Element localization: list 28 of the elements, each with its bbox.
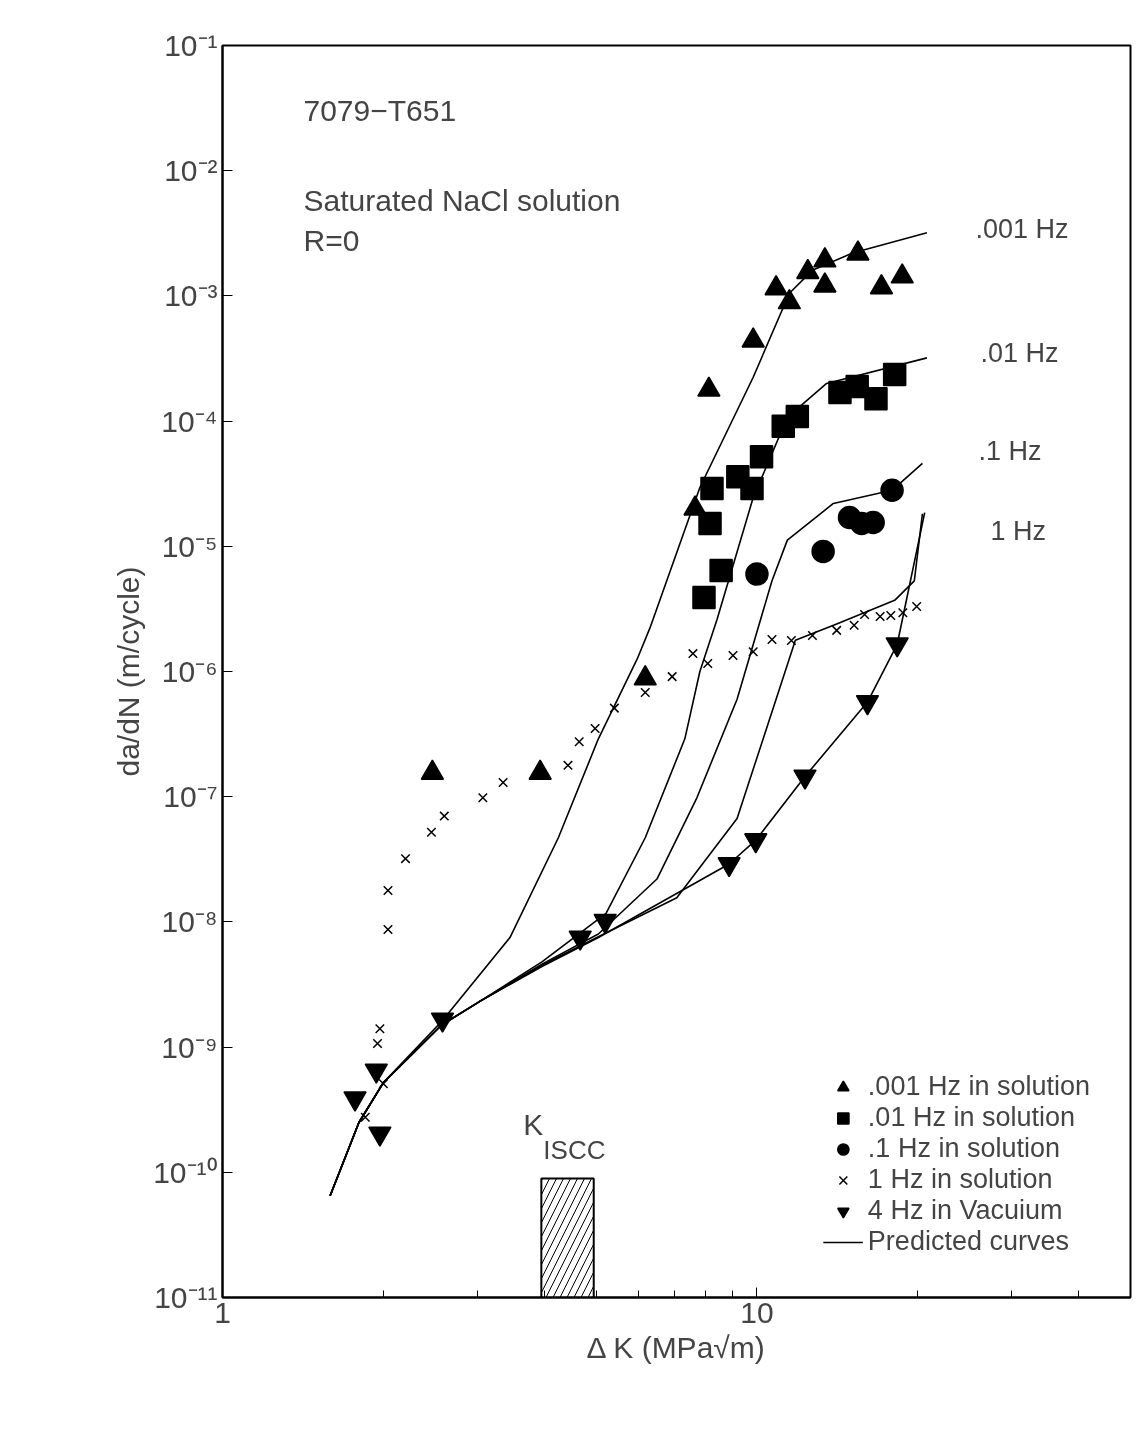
y-tick-label: 10⁻¹¹ <box>154 1281 218 1314</box>
annotation: Saturated NaCl solution <box>303 184 621 217</box>
legend-label: Predicted curves <box>867 1226 1069 1257</box>
legend-label: .1 Hz in solution <box>867 1133 1060 1164</box>
legend-label: 1 Hz in solution <box>867 1164 1053 1195</box>
legend-label: .01 Hz in solution <box>867 1102 1075 1133</box>
y-tick-label: 10⁻⁴ <box>161 404 218 438</box>
y-tick-label: 10⁻⁵ <box>161 529 218 563</box>
annotation: 1 Hz <box>990 515 1047 546</box>
y-tick-label: 10⁻³ <box>164 279 218 313</box>
y-axis-title: da/dN (m/cycle) <box>112 566 146 777</box>
annotation: .001 Hz <box>975 213 1069 244</box>
legend-label: .001 Hz in solution <box>867 1071 1090 1102</box>
annotation: .1 Hz <box>978 435 1042 466</box>
x-tick-label: 10 <box>740 1295 774 1329</box>
y-tick-label: 10⁻⁷ <box>163 780 218 814</box>
y-tick-label: 10⁻⁸ <box>161 905 218 939</box>
band-label: KISCC <box>523 1107 606 1165</box>
legend-label: 4 Hz in Vacuium <box>867 1195 1063 1226</box>
annotation: 7079−T651 <box>303 94 457 127</box>
annotation: R=0 <box>303 224 360 257</box>
annotation: .01 Hz <box>980 337 1059 368</box>
y-tick-label: 10⁻¹⁰ <box>153 1155 218 1189</box>
y-tick-label: 10⁻² <box>164 154 218 188</box>
y-tick-label: 10⁻⁶ <box>161 655 218 688</box>
y-tick-label: 10⁻¹ <box>164 29 218 62</box>
y-tick-label: 10⁻⁹ <box>161 1030 218 1064</box>
x-axis-title: Δ K (MPa√m) <box>586 1330 765 1364</box>
